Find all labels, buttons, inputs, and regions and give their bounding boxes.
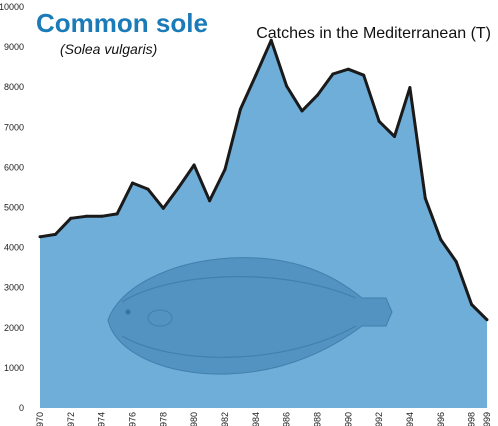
data-point (115, 212, 119, 216)
x-tick-label: 1970 (35, 412, 45, 426)
data-point (53, 232, 57, 236)
y-tick-label: 10000 (0, 2, 24, 12)
x-tick-label: 1980 (189, 412, 199, 426)
data-point (439, 238, 443, 242)
x-tick-label: 1972 (66, 412, 76, 426)
data-point (331, 72, 335, 76)
data-point (485, 318, 489, 322)
x-tick-label: 1996 (436, 412, 446, 426)
y-tick-label: 1000 (4, 363, 24, 373)
x-tick-label: 1990 (343, 412, 353, 426)
data-point (362, 73, 366, 77)
data-point (377, 119, 381, 123)
y-tick-label: 5000 (4, 203, 24, 213)
y-tick-label: 8000 (4, 82, 24, 92)
x-tick-label: 1986 (282, 412, 292, 426)
x-tick-label: 1998 (467, 412, 477, 426)
x-axis: 1970 1972 1974 1976 1978 1980 1982 1984 1986 1988… (35, 412, 492, 426)
x-tick-label: 1988 (312, 412, 322, 426)
data-point (69, 216, 73, 220)
data-point (470, 303, 474, 306)
y-tick-label: 2000 (4, 323, 24, 333)
x-tick-label: 1984 (251, 412, 261, 426)
data-point (131, 181, 134, 185)
chart-title: Common sole (36, 8, 208, 38)
data-point (254, 73, 258, 77)
data-point (393, 135, 396, 138)
fish-fin-line (121, 325, 357, 358)
fish-fin-line (121, 276, 357, 303)
data-point (223, 167, 227, 171)
x-tick-label: 1992 (374, 412, 384, 426)
x-tick-label: 1999 (482, 412, 492, 426)
fish-spot (147, 309, 173, 327)
x-tick-label: 1982 (220, 412, 230, 426)
y-axis: 0 1000 2000 3000 4000 5000 6000 7000 8000 9000 100… (0, 2, 24, 413)
y-tick-label: 6000 (4, 162, 24, 172)
data-point (161, 206, 165, 210)
fish-illustration (107, 257, 393, 375)
fish-eye-icon (125, 309, 131, 315)
y-tick-label: 4000 (4, 243, 24, 253)
x-tick-label: 1978 (158, 412, 168, 426)
y-tick-label: 9000 (4, 42, 24, 52)
x-tick-label: 1994 (405, 412, 415, 426)
data-point (269, 38, 273, 42)
data-point (315, 93, 319, 97)
data-point (208, 199, 212, 203)
series-line (39, 38, 489, 321)
data-point (346, 67, 350, 71)
data-point (408, 86, 412, 90)
y-tick-label: 7000 (4, 122, 24, 132)
data-point (177, 185, 181, 189)
data-point (192, 163, 196, 167)
data-point (38, 235, 42, 239)
data-point (423, 196, 427, 200)
data-point (300, 109, 304, 113)
y-tick-label: 0 (19, 403, 24, 413)
y-tick-label: 3000 (4, 283, 24, 293)
data-point (454, 260, 458, 264)
x-tick-label: 1976 (128, 412, 138, 426)
chart-annotation: Catches in the Mediterranean (T) (256, 25, 491, 42)
chart-subtitle: (Solea vulgaris) (60, 41, 157, 57)
x-tick-label: 1974 (97, 412, 107, 426)
data-point (285, 84, 289, 88)
data-point (100, 214, 104, 218)
data-point (84, 214, 88, 218)
data-point (238, 107, 242, 111)
data-point (146, 187, 150, 191)
